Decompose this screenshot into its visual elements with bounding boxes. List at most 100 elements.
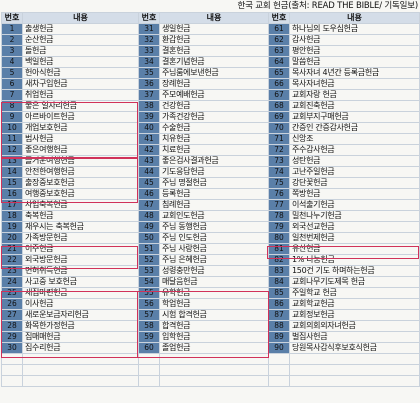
offering-name: 사업축복헌금 — [22, 199, 139, 211]
table-row: 11 범사헌금 41 치유헌금 71 신앙조 — [1, 133, 420, 145]
table-row: 10 개업보호헌금 40 수술헌금 70 간증인 간증감사헌금 — [1, 122, 420, 134]
row-number: 11 — [1, 133, 23, 145]
row-number: 50 — [138, 232, 160, 244]
offering-name: 쪽방헌금 — [289, 188, 420, 200]
offering-name: 목사자녀 4년간 등록금헌금 — [289, 67, 420, 79]
row-number: 9 — [1, 111, 23, 123]
row-number: 77 — [268, 199, 290, 211]
offering-name: 주수감사헌금 — [289, 144, 420, 156]
table-row: 8 좋은 일자리헌금 38 건강헌금 68 교회진축헌금 — [1, 100, 420, 112]
blank-cell — [22, 375, 139, 387]
row-number: 2 — [1, 34, 23, 46]
offering-name: 여행중보호헌금 — [22, 188, 139, 200]
offering-name: 범사헌금 — [22, 133, 139, 145]
offering-name: 유산헌금 — [289, 243, 420, 255]
row-number: 60 — [138, 342, 160, 354]
row-number: 31 — [138, 23, 160, 35]
table-header-row: 번호 내용 번호 내용 번호 내용 — [1, 12, 420, 24]
offering-name: 합격헌금 — [159, 320, 269, 332]
offering-name: 교회인도헌금 — [159, 210, 269, 222]
blank-cell — [138, 364, 160, 376]
row-number: 78 — [268, 210, 290, 222]
row-number: 44 — [138, 166, 160, 178]
offering-name: 고난주일헌금 — [289, 166, 420, 178]
blank-cell — [1, 364, 23, 376]
header-content: 내용 — [289, 12, 420, 24]
row-number: 87 — [268, 309, 290, 321]
offering-name: 일천번제헌금 — [289, 232, 420, 244]
table-row: 22 외국방문헌금 52 주님 은혜헌금 82 1% 나눔헌금 — [1, 254, 420, 266]
offering-name: 주님룸에보낸헌금 — [159, 67, 269, 79]
row-number: 8 — [1, 100, 23, 112]
row-number: 82 — [268, 254, 290, 266]
offering-name: 평안헌금 — [289, 45, 420, 57]
table-row: 16 여행중보호헌금 46 등록헌금 76 쪽방헌금 — [1, 188, 420, 200]
offering-name: 교회정보헌금 — [289, 309, 420, 321]
offering-name: 백일헌금 — [22, 56, 139, 68]
blank-cell — [289, 364, 420, 376]
row-number: 19 — [1, 221, 23, 233]
offering-name: 화목한가정헌금 — [22, 320, 139, 332]
blank-cell — [289, 375, 420, 387]
table-row: 12 좋은여행헌금 42 치료헌금 72 주수감사헌금 — [1, 144, 420, 156]
offering-name: 성령충만헌금 — [159, 265, 269, 277]
row-number: 46 — [138, 188, 160, 200]
row-number: 53 — [138, 265, 160, 277]
row-number: 47 — [138, 199, 160, 211]
row-number: 7 — [1, 89, 23, 101]
row-number: 49 — [138, 221, 160, 233]
offering-name: 매달음헌금 — [159, 276, 269, 288]
blank-cell — [138, 375, 160, 387]
row-number: 14 — [1, 166, 23, 178]
table-row: 15 출장중보호헌금 45 주님 명절헌금 75 강단꽃헌금 — [1, 177, 420, 189]
table-row: 14 안전한여행헌금 44 기도응답헌금 74 고난주일헌금 — [1, 166, 420, 178]
table-row: 23 면허취득헌금 53 성령충만헌금 83 150건 기도 하며하는헌금 — [1, 265, 420, 277]
offering-name: 신앙조 — [289, 133, 420, 145]
offering-name: 좋은여행헌금 — [22, 144, 139, 156]
offering-name: 벌집사헌금 — [289, 331, 420, 343]
row-number: 27 — [1, 309, 23, 321]
row-number: 75 — [268, 177, 290, 189]
row-number: 12 — [1, 144, 23, 156]
offering-table: 번호 내용 번호 내용 번호 내용 1 출생헌금 31 생일헌금 61 하나님의 도우심헌… — [1, 12, 420, 387]
row-number: 36 — [138, 78, 160, 90]
row-number: 51 — [138, 243, 160, 255]
offering-name: 축복헌금 — [22, 210, 139, 222]
blank-cell — [289, 353, 420, 365]
offering-name: 좋은검사결과헌금 — [159, 155, 269, 167]
row-number: 76 — [268, 188, 290, 200]
offering-name: 집수리헌금 — [22, 342, 139, 354]
offering-name: 출생헌금 — [22, 23, 139, 35]
offering-name: 졸업헌금 — [159, 342, 269, 354]
row-number: 64 — [268, 56, 290, 68]
header-number: 번호 — [138, 12, 160, 24]
row-number: 57 — [138, 309, 160, 321]
offering-name: 집매매헌금 — [22, 331, 139, 343]
offering-name: 주님 인도헌금 — [159, 232, 269, 244]
row-number: 15 — [1, 177, 23, 189]
blank-cell — [159, 375, 269, 387]
row-number: 6 — [1, 78, 23, 90]
table-row: 4 백일헌금 34 결혼기념헌금 64 말씀헌금 — [1, 56, 420, 68]
row-number: 72 — [268, 144, 290, 156]
offering-name: 성탄헌금 — [289, 155, 420, 167]
row-number: 26 — [1, 298, 23, 310]
offering-name: 교회자랑 헌금 — [289, 89, 420, 101]
row-number: 29 — [1, 331, 23, 343]
offering-name: 환갑헌금 — [159, 34, 269, 46]
row-number: 58 — [138, 320, 160, 332]
row-number: 90 — [268, 342, 290, 354]
row-number: 81 — [268, 243, 290, 255]
row-number: 34 — [138, 56, 160, 68]
table-row: 20 가족방문헌금 50 주님 인도헌금 80 일천번제헌금 — [1, 232, 420, 244]
offering-name: 사고중 보호헌금 — [22, 276, 139, 288]
row-number: 32 — [138, 34, 160, 46]
header-number: 번호 — [1, 12, 23, 24]
blank-cell — [268, 353, 290, 365]
offering-name: 침례헌금 — [159, 199, 269, 211]
offering-name: 즐거운여행헌금 — [22, 155, 139, 167]
offering-name: 교회진축헌금 — [289, 100, 420, 112]
row-number: 55 — [138, 287, 160, 299]
row-number: 65 — [268, 67, 290, 79]
